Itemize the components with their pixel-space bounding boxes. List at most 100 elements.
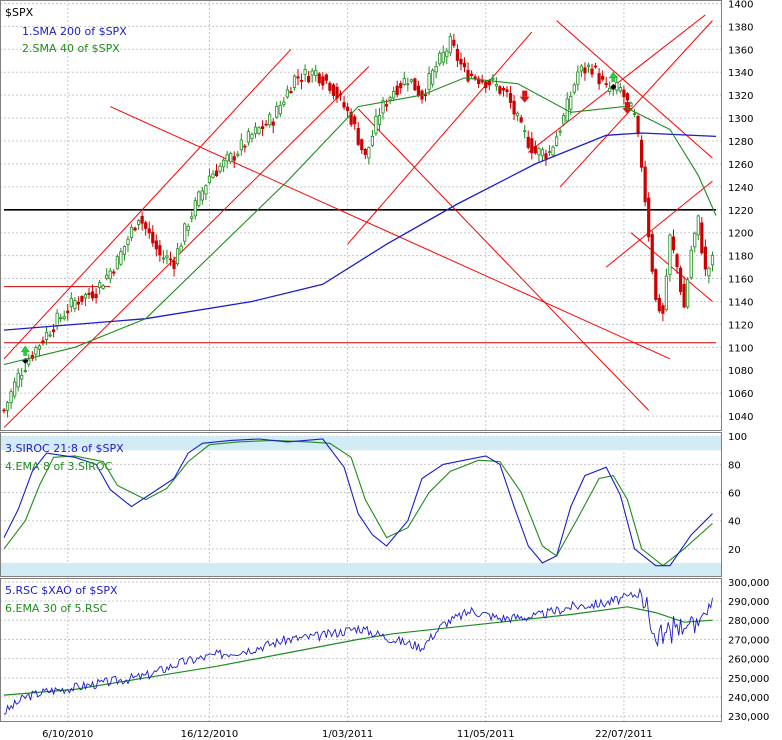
candle-body [211, 173, 215, 178]
candle-body [225, 154, 229, 162]
trendline [556, 20, 713, 159]
candle-body [268, 114, 272, 126]
series-layer [3, 77, 717, 715]
candle-body [367, 147, 371, 159]
trendline-layer [3, 14, 716, 428]
price-ytick-label: 1220 [728, 206, 753, 217]
candle-body [629, 102, 633, 107]
candle-body [615, 82, 619, 91]
x-tick-label: 22/07/2011 [595, 729, 653, 740]
candle-body [214, 170, 219, 177]
candle-body [275, 105, 279, 118]
candle-body [664, 275, 669, 311]
candle-body [703, 246, 707, 270]
candle-body [661, 305, 665, 314]
candle-body [161, 257, 166, 260]
candle-body [179, 245, 183, 252]
candle-body [381, 100, 385, 114]
candle-body [530, 138, 534, 154]
siroc-band [0, 562, 722, 577]
candle-body [165, 255, 169, 259]
candle-body [69, 298, 73, 308]
candle-body [551, 146, 555, 156]
candle-body [516, 112, 520, 117]
candle-body [122, 246, 127, 255]
sell-arrow [519, 96, 530, 103]
candle-body [321, 76, 325, 86]
candle-body [597, 73, 601, 85]
candle-body [44, 331, 49, 340]
price-ytick-label: 1160 [728, 275, 753, 286]
candle-body [154, 240, 158, 250]
candle-body [83, 293, 88, 299]
price-ytick-label: 1260 [728, 160, 753, 171]
candle-body [650, 234, 654, 272]
legend-rsc: 5.RSC $XAO of $SPX [5, 584, 118, 597]
price-ytick-label: 1120 [728, 320, 753, 331]
candle-body [487, 80, 491, 86]
candle-body [126, 238, 130, 245]
candle-body [264, 123, 268, 126]
candle-body [37, 345, 42, 350]
candle-body [105, 274, 109, 279]
legend-siroc: 3.SIROC 21:8 of $SPX [5, 442, 124, 455]
candle-body [260, 126, 265, 130]
candle-body [250, 133, 254, 140]
candle-body [406, 83, 410, 86]
candle-body [409, 79, 413, 82]
rsc-ytick-label: 270,000 [728, 635, 769, 646]
candle-body [55, 312, 59, 327]
rsc-ytick-label: 230,000 [728, 712, 769, 723]
rsc-ytick-label: 240,000 [728, 693, 769, 704]
candle-body [299, 80, 304, 82]
candle-body [353, 116, 357, 125]
candle-body [229, 152, 233, 163]
candle-body [508, 93, 513, 103]
candle-body [310, 70, 314, 76]
candle-body [328, 82, 332, 91]
sell-arrow-stem [624, 102, 630, 109]
price-frame [0, 0, 722, 431]
candle-body [438, 52, 442, 65]
candle-body [480, 80, 484, 83]
candle-body [218, 165, 222, 172]
candle-body [657, 297, 661, 312]
siroc-ytick-label: 40 [728, 517, 741, 528]
candle-body [636, 115, 640, 135]
candle-body [374, 115, 378, 134]
trendline [357, 108, 650, 411]
candle-body [477, 78, 481, 84]
candle-body [296, 76, 300, 79]
candle-body [172, 260, 176, 269]
candle-body [151, 231, 155, 244]
candle-body [335, 86, 339, 99]
candle-body [168, 258, 173, 261]
candle-body [452, 39, 456, 46]
candle-body [505, 89, 509, 93]
price-ytick-label: 1060 [728, 389, 753, 400]
candle-body [232, 156, 236, 161]
buy-arrow-stem [23, 351, 28, 356]
candle-body [119, 251, 123, 265]
candle-body [402, 78, 406, 85]
candle-body [647, 197, 651, 238]
candle-body [707, 267, 711, 277]
candle-body [678, 267, 683, 292]
candle-body [547, 151, 552, 153]
candle-body [622, 89, 626, 98]
price-ytick-label: 1300 [728, 114, 753, 125]
candle-body [62, 316, 66, 319]
candle-body [388, 97, 392, 101]
candle-body [342, 102, 346, 108]
candle-body [693, 232, 697, 248]
candle-body [562, 115, 566, 125]
candle-body [654, 269, 658, 300]
candle-body [643, 166, 647, 203]
candle-body [48, 334, 52, 337]
candle-body [491, 77, 495, 80]
candle-body [466, 69, 470, 82]
candle-body [20, 375, 24, 380]
candle-body [197, 191, 201, 206]
candle-body [384, 104, 389, 107]
candle-body [222, 159, 226, 168]
